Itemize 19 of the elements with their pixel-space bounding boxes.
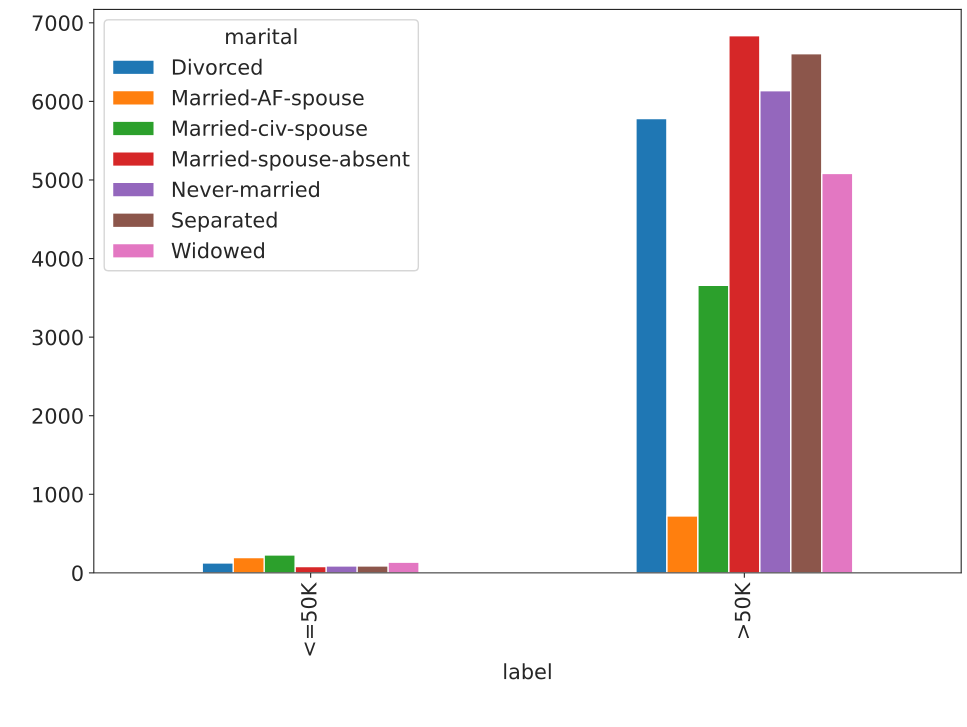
legend-label: Married-spouse-absent (172, 150, 410, 171)
y-tick-label: 4000 (32, 251, 83, 267)
y-tick-label: 7000 (32, 15, 83, 32)
y-tick-label: 6000 (32, 94, 83, 110)
legend-label: Divorced (172, 58, 262, 75)
legend-label: Widowed (172, 242, 264, 258)
y-tick-label: 0 (72, 565, 83, 582)
x-tick-label: >50K (734, 582, 750, 638)
y-tick-label: 1000 (33, 486, 83, 503)
x-tick-label: <=50K (300, 582, 317, 656)
legend-label: Separated (172, 212, 277, 232)
legend-label: Married-AF-spouse (172, 89, 364, 110)
legend-label: Never-married (172, 181, 319, 198)
y-tick-label: 5000 (32, 172, 83, 188)
y-tick-label: 3000 (32, 330, 83, 346)
legend-label: Married-civ-spouse (172, 120, 367, 140)
legend-title: marital (226, 28, 296, 44)
x-axis-title: label (504, 663, 551, 680)
y-tick-label: 2000 (32, 408, 83, 424)
